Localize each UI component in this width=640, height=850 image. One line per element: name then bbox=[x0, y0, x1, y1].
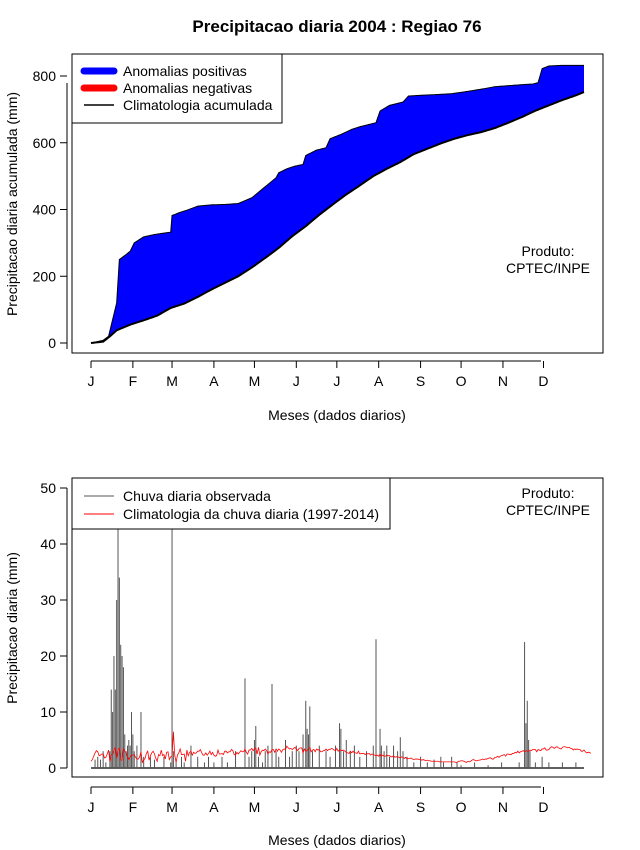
y-tick-label: 20 bbox=[40, 648, 56, 664]
legend-daily-climatology-label: Climatologia da chuva diaria (1997-2014) bbox=[123, 506, 379, 522]
x-tick-label: N bbox=[498, 799, 508, 815]
y-tick-label: 50 bbox=[40, 480, 56, 496]
daily-y-ticks: 0 10 20 30 40 50 bbox=[40, 480, 67, 776]
legend-box bbox=[71, 477, 391, 530]
x-tick-label: A bbox=[209, 799, 219, 815]
x-tick-label: J bbox=[293, 373, 300, 389]
product-label-bottom: Produto: bbox=[522, 485, 575, 501]
daily-plot-area bbox=[90, 516, 592, 769]
x-tick-label: D bbox=[538, 799, 548, 815]
x-tick-label: A bbox=[374, 373, 384, 389]
cumulative-y-label: Precipitacao diaria acumulada (mm) bbox=[4, 92, 20, 316]
observed-cumulative-line bbox=[90, 64, 584, 344]
x-tick-label: A bbox=[374, 799, 384, 815]
x-tick-label: J bbox=[88, 373, 95, 389]
x-tick-label: J bbox=[88, 799, 95, 815]
y-tick-label: 800 bbox=[33, 68, 57, 84]
x-tick-label: J bbox=[333, 799, 340, 815]
x-tick-label: A bbox=[209, 373, 219, 389]
x-tick-label: J bbox=[333, 373, 340, 389]
legend-negative-label: Anomalias negativas bbox=[123, 80, 252, 96]
daily-x-label: Meses (dados diarios) bbox=[268, 832, 406, 848]
daily-precipitation-panel: 0 10 20 30 40 50 J F M A M J J A S O N D Meses (dados di… bbox=[4, 477, 604, 848]
y-tick-label: 0 bbox=[48, 335, 56, 351]
legend-climatology-label: Climatologia acumulada bbox=[123, 97, 273, 113]
x-tick-label: J bbox=[293, 799, 300, 815]
daily-y-label: Precipitacao diaria (mm) bbox=[4, 552, 20, 704]
cumulative-y-ticks: 0 200 400 600 800 bbox=[33, 68, 67, 351]
chart-title: Precipitacao diaria 2004 : Regiao 76 bbox=[192, 17, 481, 36]
y-tick-label: 600 bbox=[33, 135, 57, 151]
legend-positive-label: Anomalias positivas bbox=[123, 63, 247, 79]
climatology-cumulative-line bbox=[90, 91, 585, 344]
y-tick-label: 10 bbox=[40, 704, 56, 720]
x-tick-label: O bbox=[456, 799, 467, 815]
cumulative-plot-area bbox=[90, 64, 585, 344]
cumulative-legend: Anomalias positivas Anomalias negativas … bbox=[71, 53, 283, 124]
x-tick-label: S bbox=[416, 373, 425, 389]
x-tick-label: M bbox=[166, 373, 178, 389]
x-tick-label: D bbox=[538, 373, 548, 389]
y-tick-label: 400 bbox=[33, 202, 57, 218]
product-source-bottom: CPTEC/INPE bbox=[506, 502, 590, 518]
cumulative-precipitation-panel: 0 200 400 600 800 J F M A M J J A S O N D Meses (dados … bbox=[4, 53, 604, 423]
product-source-top: CPTEC/INPE bbox=[506, 260, 590, 276]
x-tick-label: O bbox=[456, 373, 467, 389]
y-tick-label: 200 bbox=[33, 268, 57, 284]
daily-climatology-line bbox=[90, 731, 592, 764]
positive-anomaly-area bbox=[91, 65, 584, 343]
x-tick-label: M bbox=[249, 799, 261, 815]
y-tick-label: 0 bbox=[48, 760, 56, 776]
legend-observed-label: Chuva diaria observada bbox=[123, 488, 271, 504]
y-tick-label: 40 bbox=[40, 536, 56, 552]
x-tick-label: F bbox=[129, 373, 138, 389]
daily-legend: Chuva diaria observada Climatologia da c… bbox=[71, 477, 391, 530]
cumulative-x-label: Meses (dados diarios) bbox=[268, 407, 406, 423]
x-tick-label: M bbox=[249, 373, 261, 389]
y-tick-label: 30 bbox=[40, 592, 56, 608]
x-tick-label: M bbox=[166, 799, 178, 815]
product-label-top: Produto: bbox=[522, 243, 575, 259]
observed-rain-bars bbox=[94, 516, 577, 768]
cumulative-plot-frame bbox=[71, 53, 604, 354]
x-tick-label: N bbox=[498, 373, 508, 389]
x-tick-label: F bbox=[129, 799, 138, 815]
x-tick-label: S bbox=[416, 799, 425, 815]
